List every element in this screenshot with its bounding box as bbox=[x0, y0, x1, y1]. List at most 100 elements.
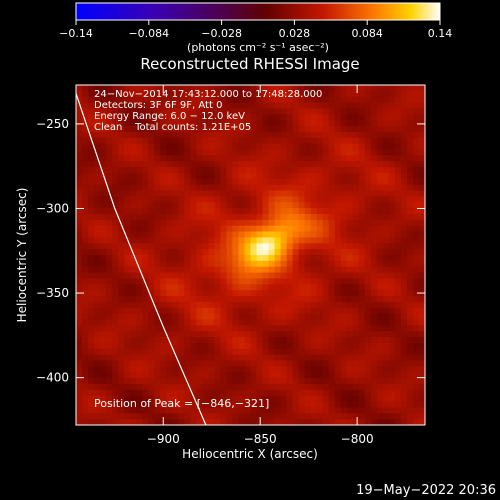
heatmap-cell bbox=[100, 149, 107, 156]
heatmap-cell bbox=[274, 307, 282, 315]
heatmap-cell bbox=[406, 196, 414, 203]
heatmap-cell bbox=[310, 272, 318, 280]
heatmap-cell bbox=[310, 231, 318, 239]
heatmap-cell bbox=[310, 395, 318, 403]
heatmap-cell bbox=[88, 272, 95, 280]
heatmap-cell bbox=[364, 172, 372, 180]
heatmap-cell bbox=[274, 266, 282, 274]
heatmap-cell bbox=[316, 102, 324, 110]
heatmap-cell bbox=[142, 255, 149, 262]
heatmap-cell bbox=[124, 243, 131, 250]
heatmap-cell bbox=[310, 114, 318, 121]
heatmap-cell bbox=[124, 307, 131, 315]
heatmap-cell bbox=[166, 149, 173, 156]
heatmap-cell bbox=[190, 126, 197, 133]
heatmap-cell bbox=[310, 389, 318, 397]
heatmap-cell bbox=[190, 231, 197, 239]
heatmap-cell bbox=[226, 313, 234, 321]
heatmap-cell bbox=[394, 231, 402, 239]
heatmap-cell bbox=[256, 167, 264, 174]
heatmap-cell bbox=[184, 378, 191, 385]
heatmap-cell bbox=[412, 413, 420, 420]
heatmap-cell bbox=[232, 266, 240, 274]
heatmap-cell bbox=[244, 208, 252, 215]
heatmap-cell bbox=[328, 413, 336, 420]
heatmap-cell bbox=[256, 413, 264, 420]
heatmap-cell bbox=[328, 319, 336, 326]
heatmap-cell bbox=[292, 96, 300, 104]
heatmap-cell bbox=[76, 360, 83, 367]
heatmap-cell bbox=[412, 419, 420, 425]
heatmap-cell bbox=[352, 325, 360, 332]
heatmap-cell bbox=[262, 272, 270, 280]
heatmap-cell bbox=[328, 278, 336, 285]
heatmap-cell bbox=[76, 407, 83, 414]
heatmap-cell bbox=[316, 208, 324, 215]
heatmap-cell bbox=[298, 178, 306, 186]
heatmap-cell bbox=[268, 337, 276, 344]
heatmap-cell bbox=[226, 342, 234, 350]
heatmap-cell bbox=[244, 378, 252, 385]
heatmap-cell bbox=[322, 342, 330, 350]
heatmap-cell bbox=[88, 313, 95, 321]
heatmap-cell bbox=[274, 137, 282, 145]
heatmap-cell bbox=[130, 296, 137, 303]
heatmap-cell bbox=[304, 413, 312, 420]
heatmap-cell bbox=[226, 172, 234, 180]
heatmap-cell bbox=[238, 202, 246, 209]
heatmap-cell bbox=[94, 249, 101, 256]
heatmap-cell bbox=[274, 208, 282, 215]
heatmap-cell bbox=[178, 260, 185, 268]
heatmap-cell bbox=[322, 272, 330, 280]
heatmap-cell bbox=[94, 96, 101, 104]
heatmap-cell bbox=[184, 208, 191, 215]
heatmap-cell bbox=[262, 108, 270, 115]
heatmap-cell bbox=[376, 114, 384, 121]
heatmap-cell bbox=[250, 255, 258, 262]
heatmap-cell bbox=[340, 190, 348, 197]
heatmap-cell bbox=[118, 401, 125, 409]
heatmap-cell bbox=[196, 202, 203, 209]
heatmap-cell bbox=[346, 272, 354, 280]
heatmap-cell bbox=[418, 137, 425, 145]
heatmap-cell bbox=[94, 114, 101, 121]
heatmap-cell bbox=[328, 219, 336, 227]
heatmap-cell bbox=[190, 184, 197, 192]
heatmap-cell bbox=[94, 383, 101, 391]
heatmap-cell bbox=[400, 85, 408, 92]
heatmap-cell bbox=[340, 219, 348, 227]
heatmap-cell bbox=[160, 231, 167, 239]
heatmap-cell bbox=[274, 184, 282, 192]
heatmap-cell bbox=[388, 307, 396, 315]
heatmap-cell bbox=[190, 108, 197, 115]
heatmap-cell bbox=[124, 137, 131, 145]
heatmap-cell bbox=[112, 290, 119, 297]
heatmap-cell bbox=[388, 255, 396, 262]
heatmap-cell bbox=[418, 307, 425, 315]
heatmap-cell bbox=[220, 407, 228, 414]
heatmap-cell bbox=[238, 237, 246, 244]
heatmap-cell bbox=[298, 260, 306, 268]
heatmap-cell bbox=[226, 307, 234, 315]
heatmap-cell bbox=[394, 348, 402, 356]
heatmap-cell bbox=[406, 360, 414, 367]
heatmap-cell bbox=[406, 96, 414, 104]
heatmap-cell bbox=[232, 337, 240, 344]
heatmap-cell bbox=[94, 225, 101, 233]
heatmap-cell bbox=[418, 184, 425, 192]
heatmap-cell bbox=[148, 85, 155, 92]
heatmap-cell bbox=[208, 161, 215, 168]
heatmap-cell bbox=[112, 278, 119, 285]
heatmap-cell bbox=[274, 366, 282, 373]
heatmap-cell bbox=[226, 389, 234, 397]
heatmap-cell bbox=[154, 237, 161, 244]
heatmap-cell bbox=[346, 96, 354, 104]
heatmap-cell bbox=[412, 307, 420, 315]
heatmap-cell bbox=[82, 260, 89, 268]
heatmap-cell bbox=[94, 266, 101, 274]
heatmap-cell bbox=[238, 161, 246, 168]
heatmap-cell bbox=[202, 202, 209, 209]
heatmap-cell bbox=[394, 126, 402, 133]
heatmap-cell bbox=[160, 378, 167, 385]
heatmap-cell bbox=[184, 401, 191, 409]
